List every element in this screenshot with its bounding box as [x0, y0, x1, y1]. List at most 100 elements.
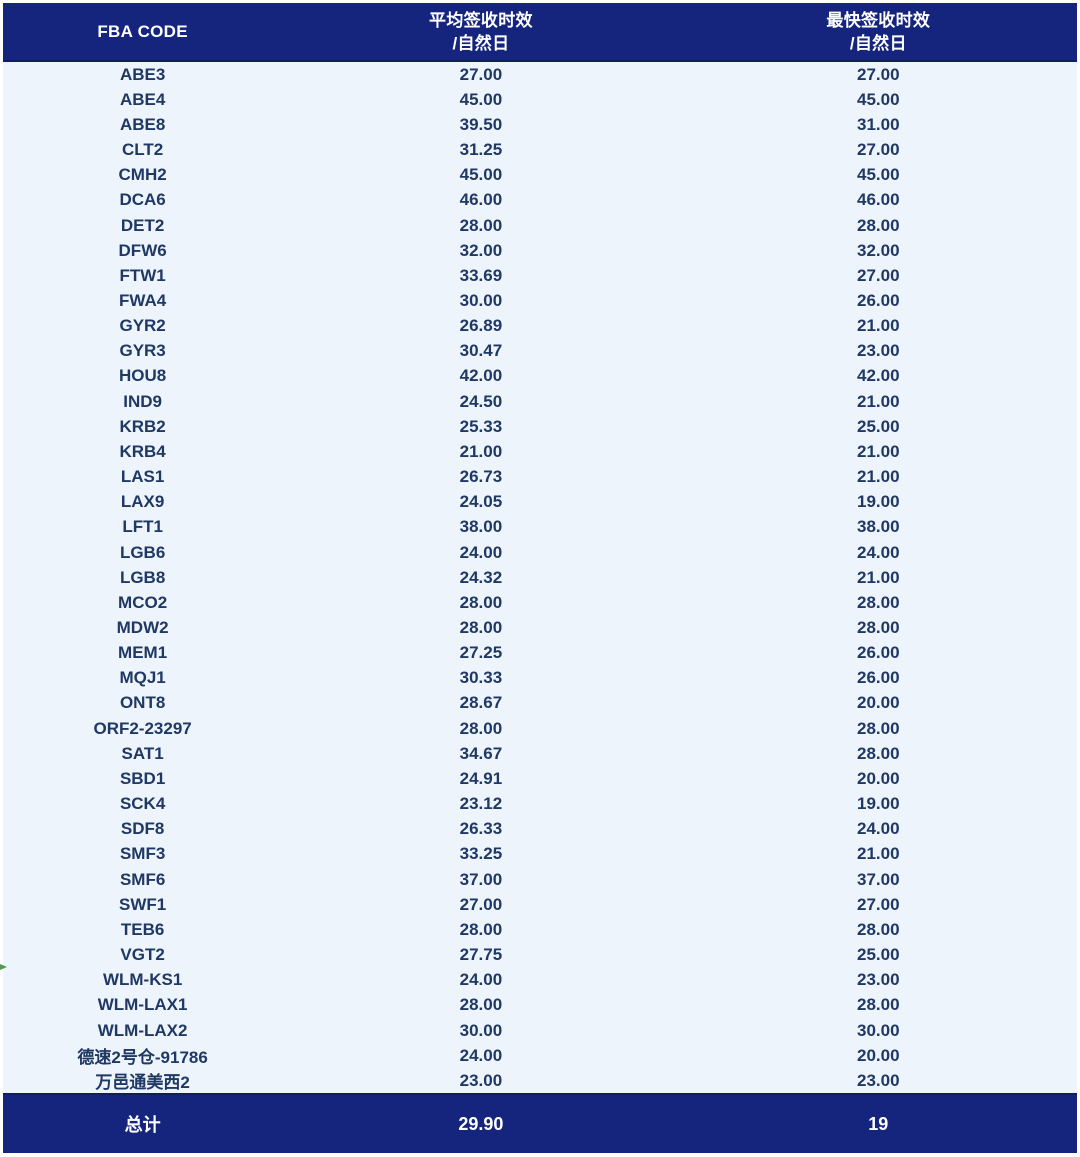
cell-fba-code: 德速2号仓-91786: [77, 1048, 208, 1068]
cell-fba-code: FWA4: [119, 290, 167, 310]
cell-fastest-time: 19.00: [857, 794, 900, 814]
table-row: WLM-LAX1 28.00 28.00: [3, 993, 1077, 1018]
cell-avg-time: 26.73: [459, 467, 503, 487]
cell-fastest-time: 37.00: [857, 869, 900, 889]
cell-fba-code: DCA6: [119, 190, 166, 210]
cell-fba-code: MQJ1: [119, 668, 166, 688]
cell-fastest-time: 19.00: [857, 492, 900, 512]
table-row: 德速2号仓-91786 24.00 20.00: [3, 1043, 1077, 1068]
cell-fastest-time: 27.00: [857, 894, 900, 914]
table-row: LGB6 24.00 24.00: [3, 540, 1077, 565]
cell-avg-time: 30.47: [459, 341, 503, 361]
fba-delivery-table: FBA CODE 平均签收时效 /自然日 最快签收时效 /自然日 ABE3 27…: [3, 3, 1077, 1154]
cell-avg-time: 45.00: [459, 165, 503, 185]
cell-fba-code: 万邑通美西2: [95, 1073, 190, 1093]
table-row: ORF2-23297 28.00 28.00: [3, 716, 1077, 741]
cell-avg-time: 24.32: [459, 567, 503, 587]
cell-avg-time: 39.50: [459, 114, 503, 134]
cell-fastest-time: 26.00: [857, 290, 900, 310]
cell-fastest-time: 45.00: [857, 89, 900, 109]
table-row: SDF8 26.33 24.00: [3, 817, 1077, 842]
cell-fastest-time: 28.00: [857, 718, 900, 738]
cell-avg-time: 42.00: [459, 366, 503, 386]
cell-avg-time: 27.00: [459, 64, 503, 84]
cell-fastest-time: 21.00: [857, 844, 900, 864]
cell-avg-time: 25.33: [459, 416, 503, 436]
cell-fba-code: SWF1: [119, 894, 167, 914]
cell-fba-code: DFW6: [118, 240, 167, 260]
cell-avg-time: 26.33: [459, 819, 503, 839]
cell-fba-code: HOU8: [119, 366, 167, 386]
cell-avg-time: 33.69: [459, 265, 503, 285]
cell-fastest-time: 26.00: [857, 668, 900, 688]
cell-avg-time: 31.25: [459, 140, 503, 160]
table-row: VGT2 27.75 25.00: [3, 942, 1077, 967]
footer-avg-total: 29.90: [458, 1113, 504, 1134]
cell-avg-time: 23.00: [459, 1070, 503, 1090]
cell-fastest-time: 24.00: [857, 819, 900, 839]
cell-avg-time: 37.00: [459, 869, 503, 889]
cell-fastest-time: 20.00: [857, 693, 900, 713]
table-row: FTW1 33.69 27.00: [3, 263, 1077, 288]
cell-avg-time: 24.00: [459, 1045, 503, 1065]
cell-fastest-time: 26.00: [857, 643, 900, 663]
cell-avg-time: 28.67: [459, 693, 503, 713]
table-row: ONT8 28.67 20.00: [3, 691, 1077, 716]
table-row: SMF6 37.00 37.00: [3, 867, 1077, 892]
table-header-row: FBA CODE 平均签收时效 /自然日 最快签收时效 /自然日: [3, 3, 1077, 62]
stray-green-mark: [0, 964, 7, 970]
cell-fastest-time: 27.00: [857, 64, 900, 84]
cell-fba-code: SCK4: [119, 794, 166, 814]
cell-fastest-time: 21.00: [857, 567, 900, 587]
cell-fba-code: SDF8: [120, 819, 165, 839]
cell-fastest-time: 42.00: [857, 366, 900, 386]
cell-fastest-time: 25.00: [857, 945, 900, 965]
table-row: KRB4 21.00 21.00: [3, 439, 1077, 464]
cell-fastest-time: 20.00: [857, 768, 900, 788]
table-row: SCK4 23.12 19.00: [3, 792, 1077, 817]
table-row: IND9 24.50 21.00: [3, 389, 1077, 414]
cell-fastest-time: 27.00: [857, 265, 900, 285]
cell-fastest-time: 21.00: [857, 391, 900, 411]
cell-fba-code: SMF3: [119, 844, 166, 864]
cell-fba-code: FTW1: [119, 265, 166, 285]
cell-avg-time: 28.00: [459, 618, 503, 638]
cell-avg-time: 21.00: [459, 441, 503, 461]
cell-avg-time: 46.00: [459, 190, 503, 210]
cell-avg-time: 26.89: [459, 316, 503, 336]
cell-fba-code: IND9: [123, 391, 162, 411]
cell-fastest-time: 28.00: [857, 618, 900, 638]
cell-fba-code: WLM-KS1: [102, 970, 183, 990]
cell-fastest-time: 46.00: [857, 190, 900, 210]
cell-fba-code: VGT2: [120, 945, 165, 965]
cell-avg-time: 23.12: [459, 794, 503, 814]
table-row: SMF3 33.25 21.00: [3, 842, 1077, 867]
header-avg-line1: 平均签收时效: [429, 10, 533, 30]
cell-fba-code: LFT1: [122, 517, 163, 537]
cell-fastest-time: 23.00: [857, 1070, 900, 1090]
table-row: FWA4 30.00 26.00: [3, 288, 1077, 313]
cell-avg-time: 24.91: [459, 768, 503, 788]
cell-fastest-time: 24.00: [857, 542, 900, 562]
cell-fastest-time: 27.00: [857, 140, 900, 160]
table-row: MEM1 27.25 26.00: [3, 641, 1077, 666]
cell-fastest-time: 23.00: [857, 341, 900, 361]
cell-fba-code: LGB6: [119, 542, 166, 562]
table-row: MDW2 28.00 28.00: [3, 615, 1077, 640]
table-row: GYR2 26.89 21.00: [3, 314, 1077, 339]
cell-fba-code: SBD1: [119, 768, 166, 788]
cell-fastest-time: 32.00: [857, 240, 900, 260]
cell-fastest-time: 28.00: [857, 743, 900, 763]
cell-fba-code: ABE4: [119, 89, 166, 109]
cell-avg-time: 28.00: [459, 592, 503, 612]
cell-fastest-time: 28.00: [857, 919, 900, 939]
cell-fastest-time: 21.00: [857, 316, 900, 336]
cell-fastest-time: 31.00: [857, 114, 900, 134]
cell-fba-code: CLT2: [121, 140, 164, 160]
table-row: ABE8 39.50 31.00: [3, 112, 1077, 137]
table-row: LGB8 24.32 21.00: [3, 565, 1077, 590]
header-fba-code-label: FBA CODE: [97, 22, 188, 41]
footer-fastest-total: 19: [868, 1113, 889, 1134]
table-row: LAX9 24.05 19.00: [3, 490, 1077, 515]
table-row: WLM-KS1 24.00 23.00: [3, 968, 1077, 993]
